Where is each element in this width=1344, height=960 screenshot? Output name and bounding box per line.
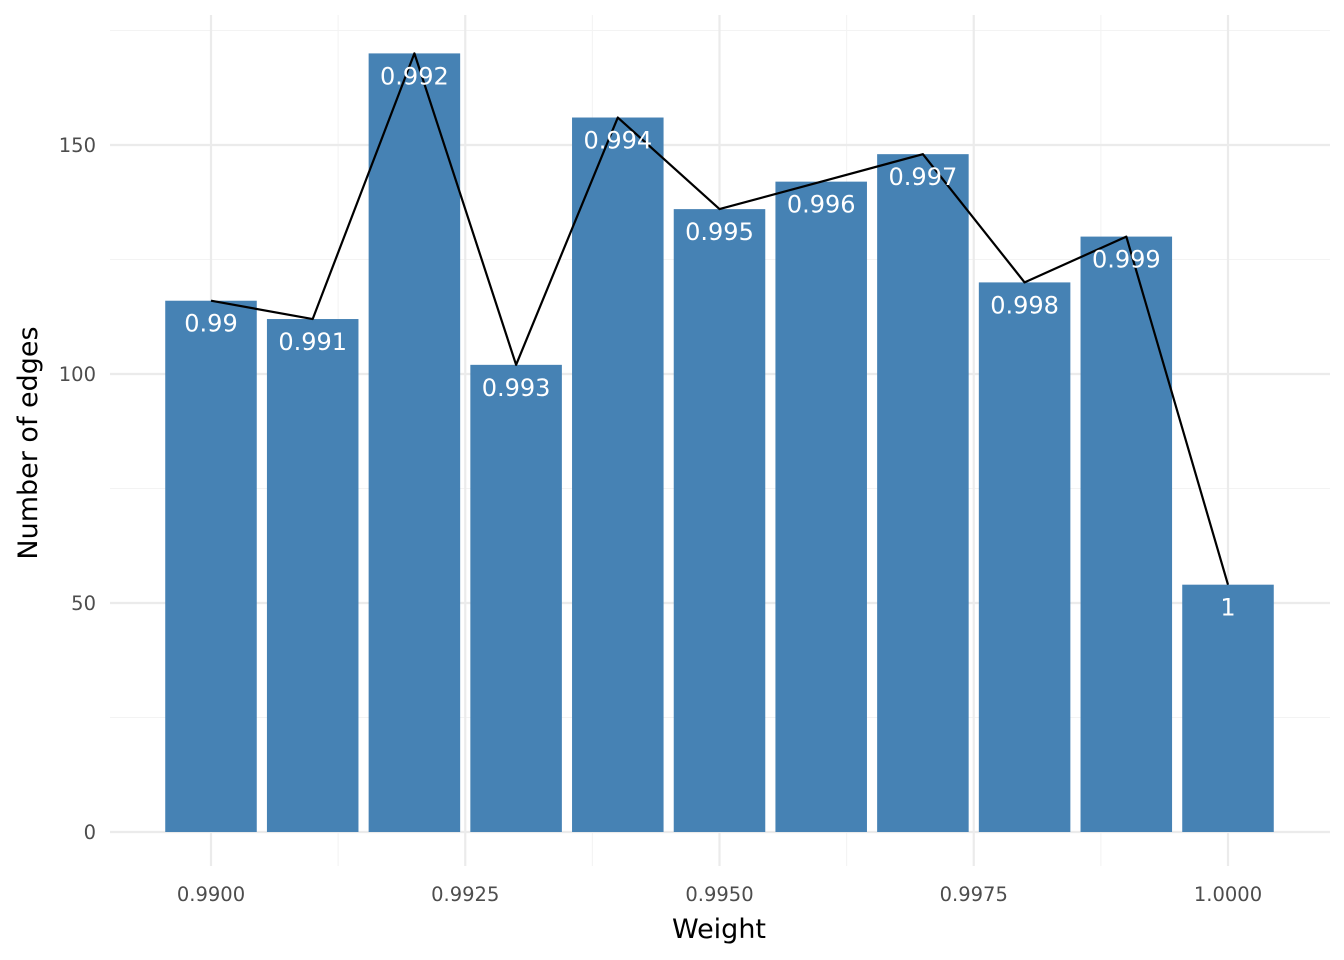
bar: [470, 364, 562, 832]
y-tick-label: 100: [59, 363, 96, 386]
bar: [775, 181, 867, 832]
x-tick-label: 0.9900: [177, 883, 245, 906]
x-tick-label: 0.9950: [685, 883, 753, 906]
y-axis-title: Number of edges: [13, 326, 44, 559]
y-tick-label: 50: [71, 592, 96, 615]
bar-value-label: 0.996: [787, 191, 856, 219]
bar-value-label: 0.997: [889, 163, 958, 191]
trend-line: [210, 52, 1230, 585]
x-tick-label: 1.0000: [1194, 883, 1262, 906]
bar: [877, 154, 969, 832]
y-tick-label: 150: [59, 134, 96, 157]
bar: [572, 117, 664, 832]
bar-value-label: 0.993: [482, 374, 551, 402]
x-axis-title: Weight: [672, 914, 766, 945]
bar: [165, 300, 257, 833]
x-tick-label: 0.9975: [940, 883, 1008, 906]
bar: [368, 53, 461, 832]
x-tick-label: 0.9925: [431, 883, 499, 906]
bar: [266, 319, 359, 832]
bar-value-label: 0.991: [278, 328, 347, 356]
y-axis-ticks: 0 50 100 150: [59, 134, 96, 844]
bar-labels: 0.99 0.991 0.992 0.993 0.994 0.995 0.996 0.997 0…: [184, 62, 1235, 621]
bar: [673, 209, 766, 832]
bar-value-label: 1: [1220, 594, 1235, 622]
bars: [165, 53, 1274, 833]
bar-value-label: 0.999: [1092, 246, 1161, 274]
bar-value-label: 0.998: [990, 291, 1059, 319]
x-axis-ticks: 0.9900 0.9925 0.9950 0.9975 1.0000: [177, 883, 1262, 906]
bar-value-label: 0.995: [685, 218, 754, 246]
bar: [1182, 584, 1274, 832]
bar: [978, 282, 1071, 832]
bar: [1080, 236, 1173, 833]
bar-value-label: 0.994: [583, 127, 652, 155]
bar-value-label: 0.99: [184, 310, 237, 338]
trend-line-group: [210, 52, 1230, 585]
y-tick-label: 0: [84, 821, 96, 844]
bar-value-label: 0.992: [380, 62, 449, 90]
